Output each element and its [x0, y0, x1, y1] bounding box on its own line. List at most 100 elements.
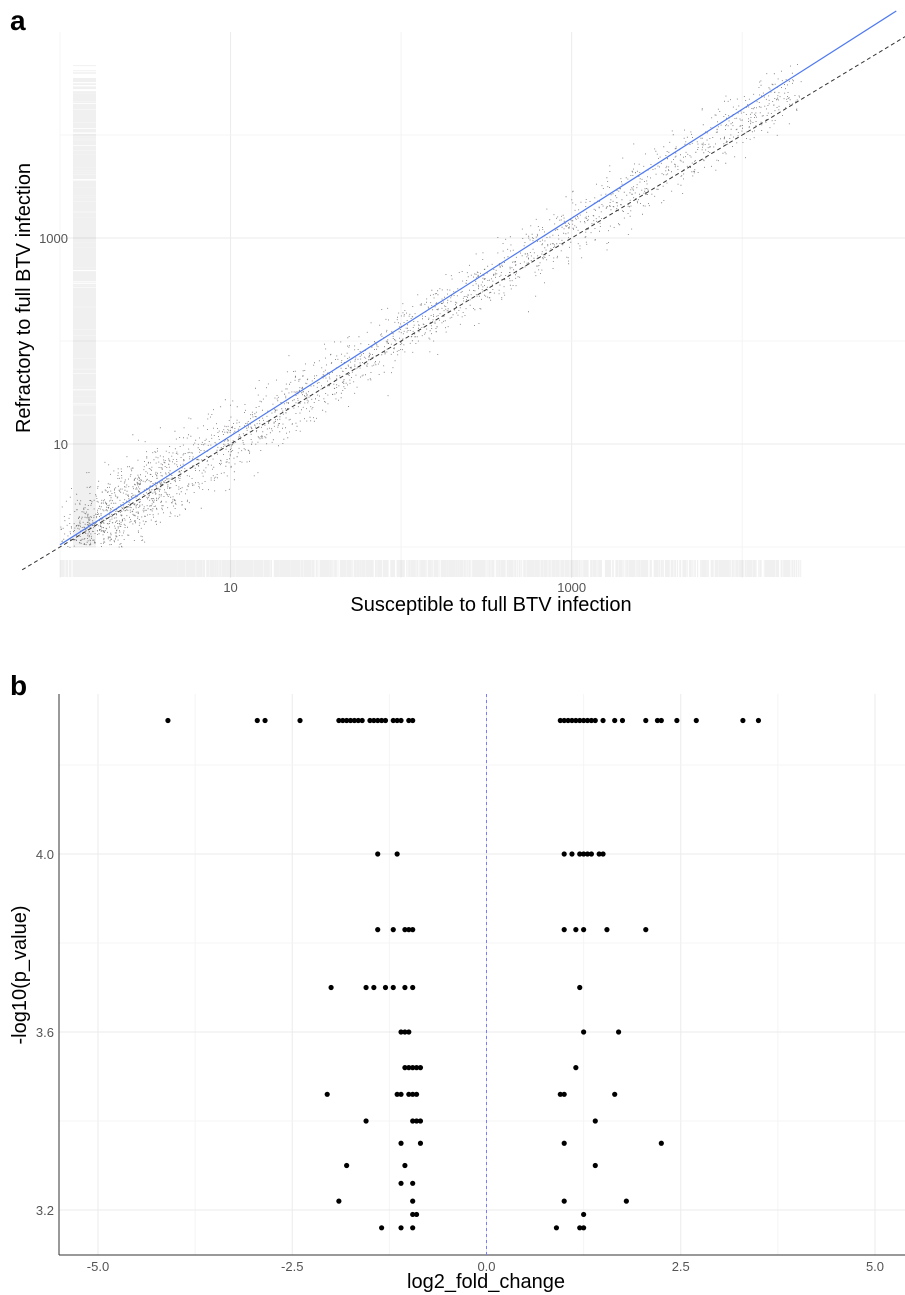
panel-b-data-point — [573, 717, 579, 724]
panel-b-data-point — [557, 1091, 563, 1097]
panel-b-data-point — [584, 717, 591, 724]
panel-b-data-point — [410, 1118, 416, 1124]
panel-b-data-point — [581, 1225, 587, 1231]
panel-b-x-tick-label: -5.0 — [87, 1259, 109, 1274]
panel-b-data-point — [413, 1065, 420, 1071]
panel-b-data-point — [410, 717, 416, 724]
panel-a-points — [60, 64, 802, 548]
panel-b-data-point — [406, 717, 412, 724]
panel-a-y-ticks: 10 1000 — [39, 231, 68, 452]
panel-b-data-point — [581, 927, 587, 933]
panel-b-data-point — [588, 717, 594, 724]
panel-b-data-point — [371, 717, 377, 724]
panel-b-x-tick-label: 0.0 — [477, 1259, 495, 1274]
panel-b-data-point — [398, 1029, 404, 1035]
panel-a-y-axis-title: Refractory to full BTV infection — [13, 163, 35, 433]
panel-b-data-point — [402, 1029, 408, 1035]
panel-b-data-point — [406, 1029, 412, 1035]
panel-a-x-ticks: 10 1000 — [223, 580, 586, 595]
panel-b-data-point — [402, 1065, 408, 1071]
panel-b-x-ticks: -5.0 -2.5 0.0 2.5 5.0 — [87, 1259, 884, 1274]
panel-b-data-point — [577, 851, 583, 857]
panel-b-data-point — [569, 717, 575, 724]
panel-b-data-point — [755, 717, 762, 724]
panel-b-data-point — [410, 1091, 416, 1097]
panel-b-data-point — [693, 717, 699, 724]
panel-a-scatter-points — [60, 64, 802, 548]
panel-b-data-point — [413, 1211, 420, 1218]
panel-b-data-point — [740, 717, 746, 724]
panel-b-data-point — [410, 1225, 416, 1231]
panel-b-data-point — [643, 717, 649, 724]
panel-b-data-point — [371, 984, 377, 991]
panel-b-x-tick-label: -2.5 — [281, 1259, 303, 1274]
panel-b-y-tick-label: 3.2 — [36, 1203, 54, 1218]
panel-b-data-point — [658, 717, 664, 724]
panel-b-data-point — [402, 984, 408, 991]
panel-a-y-tick-label: 10 — [54, 437, 68, 452]
panel-b-points — [165, 717, 762, 1231]
panel-b-data-point — [581, 851, 587, 857]
panel-b-data-point — [600, 717, 606, 724]
panel-a-rug-y — [73, 65, 96, 548]
panel-a-fit-line — [59, 10, 897, 546]
panel-b-data-point — [390, 984, 396, 991]
panel-b-data-point — [394, 717, 400, 724]
panel-b-data-point — [375, 717, 381, 724]
panel-a-x-rug — [59, 560, 802, 577]
panel-b-data-point — [615, 1029, 622, 1035]
panel-a-y-rug — [73, 65, 96, 548]
panel-b-data-point — [561, 851, 567, 857]
panel-b-data-point — [553, 1225, 560, 1231]
panel-b-data-point — [573, 1065, 579, 1071]
panel-b-data-point — [410, 1180, 416, 1186]
panel-b-data-point — [324, 1091, 330, 1097]
panel-b-data-point — [406, 1091, 412, 1097]
panel-b-data-point — [561, 927, 567, 933]
panel-b-data-point — [623, 1198, 629, 1204]
panel-b-data-point — [328, 984, 334, 991]
panel-b-data-point — [561, 1091, 567, 1097]
panel-b-data-point — [643, 927, 649, 933]
panel-b-data-point — [604, 927, 610, 933]
panel-b-data-point — [406, 927, 412, 933]
panel-b-data-point — [581, 717, 587, 724]
panel-b-data-point — [410, 1211, 416, 1218]
panel-b-data-point — [382, 984, 389, 991]
panel-b-x-axis-title: log2_fold_change — [407, 1271, 565, 1293]
panel-b-y-axis-title: -log10(p_value) — [9, 906, 31, 1045]
panel-b-data-point — [561, 1140, 567, 1146]
panel-b-data-point — [336, 717, 342, 724]
panel-b-data-point — [344, 717, 350, 724]
panel-b-data-point — [165, 717, 171, 724]
panel-b-data-point — [592, 1162, 598, 1169]
panel-b-data-point — [344, 1162, 350, 1169]
panel-b-data-point — [394, 1091, 400, 1097]
panel-b-data-point — [355, 717, 361, 724]
panel-b-data-point — [658, 1140, 664, 1146]
panel-b-data-point — [654, 717, 661, 724]
panel-b-x-tick-label: 2.5 — [672, 1259, 690, 1274]
panel-b-data-point — [394, 851, 400, 857]
panel-b-data-point — [254, 717, 260, 724]
panel-b-data-point — [410, 984, 416, 991]
panel-a-x-tick-label: 10 — [223, 580, 237, 595]
panel-b-data-point — [577, 717, 583, 724]
panel-b-data-point — [262, 717, 268, 724]
panel-b-data-point — [363, 984, 369, 991]
panel-b-data-point — [398, 1091, 404, 1097]
panel-b-data-point — [596, 851, 602, 857]
panel-b-data-point — [612, 717, 618, 724]
panel-b-data-point — [297, 717, 303, 724]
panel-b-data-point — [359, 717, 365, 724]
panel-b-data-point — [410, 1065, 416, 1071]
panel-b-data-point — [340, 717, 346, 724]
panel-b-data-point — [581, 1211, 587, 1218]
panel-b-data-point — [561, 717, 567, 724]
panel-b-data-point — [581, 1029, 587, 1035]
panel-b-data-point — [390, 927, 396, 933]
panel-b-data-point — [600, 851, 606, 857]
panel-b-data-point — [379, 717, 385, 724]
panel-b-data-point — [569, 851, 575, 857]
